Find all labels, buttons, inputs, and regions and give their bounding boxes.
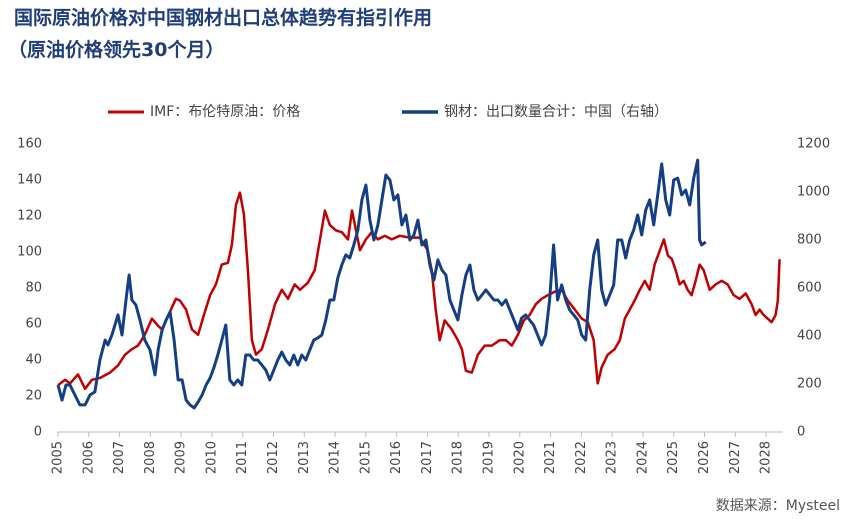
x-tick-label: 2026 — [697, 441, 712, 474]
x-tick-label: 2019 — [481, 441, 496, 474]
y2-tick-label: 0 — [797, 425, 805, 440]
y2-tick-label: 600 — [797, 281, 822, 296]
series-line — [57, 191, 781, 391]
x-tick-label: 2025 — [666, 441, 681, 474]
x-tick-label: 2014 — [328, 441, 343, 474]
y2-tick-label: 800 — [797, 233, 822, 248]
x-tick-label: 2017 — [420, 441, 435, 474]
x-tick-label: 2022 — [574, 441, 589, 474]
x-tick-label: 2021 — [543, 441, 558, 474]
y-tick-label: 100 — [17, 245, 42, 260]
x-tick-label: 2015 — [358, 441, 373, 474]
y-tick-label: 160 — [17, 137, 42, 152]
y-tick-label: 20 — [25, 389, 42, 404]
chart-subtitle: （原油价格领先30个月） — [8, 38, 224, 61]
x-tick-label: 2007 — [112, 441, 127, 474]
y-tick-label: 120 — [17, 209, 42, 224]
y-tick-label: 60 — [25, 317, 42, 332]
y-tick-label: 0 — [34, 425, 42, 440]
x-tick-label: 2027 — [728, 441, 743, 474]
chart-title: 国际原油价格对中国钢材出口总体趋势有指引作用 — [14, 6, 432, 29]
legend-label: 钢材：出口数量合计：中国（右轴） — [444, 104, 668, 120]
y-tick-label: 40 — [25, 353, 42, 368]
x-tick-label: 2009 — [174, 441, 189, 474]
x-tick-label: 2018 — [451, 441, 466, 474]
x-tick-label: 2020 — [512, 441, 527, 474]
y-tick-label: 140 — [17, 173, 42, 188]
x-tick-label: 2005 — [51, 441, 66, 474]
y2-tick-label: 400 — [797, 329, 822, 344]
x-tick-label: 2011 — [235, 441, 250, 474]
x-tick-label: 2024 — [635, 441, 650, 474]
x-tick-label: 2006 — [81, 441, 96, 474]
x-tick-label: 2013 — [297, 441, 312, 474]
y-tick-label: 80 — [25, 281, 42, 296]
x-tick-label: 2028 — [759, 441, 774, 474]
y2-tick-label: 1200 — [797, 137, 830, 152]
x-tick-label: 2012 — [266, 441, 281, 474]
x-tick-label: 2016 — [389, 441, 404, 474]
x-tick-label: 2023 — [605, 441, 620, 474]
x-tick-label: 2008 — [143, 441, 158, 474]
source-note: 数据来源：Mysteel — [716, 498, 840, 514]
legend-label: IMF：布伦特原油：价格 — [150, 104, 300, 120]
y2-tick-label: 1000 — [797, 185, 830, 200]
y2-tick-label: 200 — [797, 377, 822, 392]
x-tick-label: 2010 — [204, 441, 219, 474]
series-line — [56, 158, 707, 410]
